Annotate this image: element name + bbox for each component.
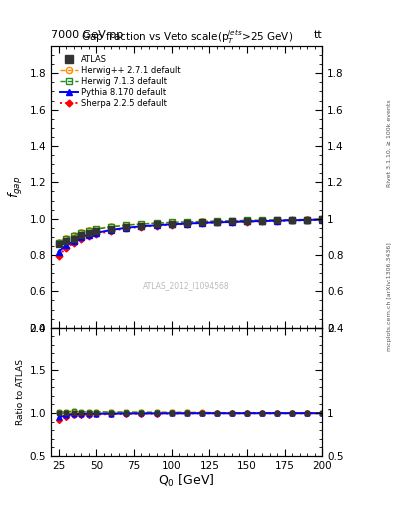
Text: mcplots.cern.ch [arXiv:1306.3436]: mcplots.cern.ch [arXiv:1306.3436] — [387, 243, 392, 351]
Y-axis label: Ratio to ATLAS: Ratio to ATLAS — [17, 359, 26, 424]
Title: Gap fraction vs Veto scale(p$_T^{jets}$>25 GeV): Gap fraction vs Veto scale(p$_T^{jets}$>… — [81, 28, 293, 46]
Legend: ATLAS, Herwig++ 2.7.1 default, Herwig 7.1.3 default, Pythia 8.170 default, Sherp: ATLAS, Herwig++ 2.7.1 default, Herwig 7.… — [58, 53, 183, 110]
Y-axis label: $f_{gap}$: $f_{gap}$ — [7, 176, 26, 198]
Text: tt: tt — [314, 30, 322, 40]
X-axis label: Q$_0$ [GeV]: Q$_0$ [GeV] — [158, 473, 215, 489]
Text: ATLAS_2012_I1094568: ATLAS_2012_I1094568 — [143, 281, 230, 290]
Text: 7000 GeV pp: 7000 GeV pp — [51, 30, 123, 40]
Text: Rivet 3.1.10, ≥ 100k events: Rivet 3.1.10, ≥ 100k events — [387, 99, 392, 187]
